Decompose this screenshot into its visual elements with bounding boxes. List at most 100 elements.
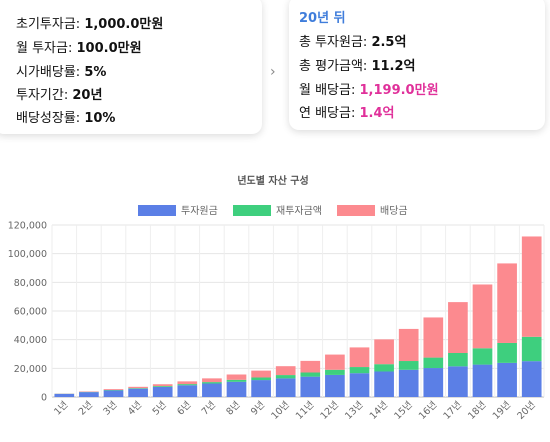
- bar-dividend-11[interactable]: [300, 360, 321, 373]
- bar-dividend-3[interactable]: [103, 389, 124, 390]
- chart-title: 년도별 자산 구성: [237, 174, 308, 187]
- x-tick-label: 16년: [417, 399, 440, 422]
- bar-reinvested-10[interactable]: [275, 375, 296, 379]
- bar-reinvested-11[interactable]: [300, 372, 321, 377]
- legend-swatch-2[interactable]: [337, 205, 375, 216]
- total-valuation-label: 총 평가금액:: [299, 59, 372, 74]
- annual-dividend-row: 연 배당금: 1.4억: [299, 106, 395, 122]
- legend-swatch-0[interactable]: [138, 205, 176, 216]
- x-tick-label: 3년: [101, 399, 119, 417]
- dividend-yield-value: 5%: [84, 65, 107, 80]
- bar-principal-6[interactable]: [177, 385, 198, 397]
- bar-dividend-14[interactable]: [374, 339, 394, 365]
- bar-principal-19[interactable]: [497, 362, 517, 397]
- bar-reinvested-8[interactable]: [226, 379, 247, 382]
- bar-dividend-16[interactable]: [423, 317, 444, 358]
- x-tick-label: 9년: [249, 399, 267, 417]
- bar-principal-10[interactable]: [275, 378, 296, 397]
- bar-dividend-8[interactable]: [226, 374, 247, 380]
- bar-principal-4[interactable]: [128, 388, 148, 397]
- dividend-growth-value: 10%: [84, 111, 116, 126]
- bar-dividend-19[interactable]: [497, 263, 517, 343]
- bar-principal-7[interactable]: [202, 383, 222, 397]
- x-tick-label: 7년: [200, 399, 218, 417]
- annual-dividend-value: 1.4억: [359, 106, 395, 121]
- bar-principal-1[interactable]: [54, 393, 75, 397]
- total-principal-label: 총 투자원금:: [299, 35, 372, 50]
- bar-dividend-15[interactable]: [398, 328, 419, 362]
- y-tick-label: 40,000: [14, 335, 47, 346]
- y-tick-label: 20,000: [14, 364, 47, 375]
- bar-principal-11[interactable]: [300, 376, 321, 397]
- investment-period-row: 투자기간: 20년: [16, 88, 102, 104]
- monthly-dividend-label: 월 배당금:: [299, 83, 360, 98]
- bar-reinvested-7[interactable]: [202, 382, 222, 384]
- dividend-yield-label: 시가배당률:: [16, 65, 85, 80]
- initial-investment-value: 1,000.0만원: [84, 17, 164, 32]
- x-tick-label: 11년: [294, 399, 317, 422]
- y-tick-label: 0: [41, 393, 47, 404]
- x-tick-label: 4년: [126, 399, 144, 417]
- bar-dividend-5[interactable]: [152, 384, 173, 387]
- bar-reinvested-16[interactable]: [423, 357, 444, 369]
- bar-dividend-4[interactable]: [128, 386, 148, 389]
- monthly-dividend-value: 1,199.0만원: [359, 83, 439, 98]
- bar-principal-3[interactable]: [103, 390, 124, 397]
- bar-reinvested-13[interactable]: [349, 367, 370, 374]
- legend-label-2[interactable]: 배당금: [380, 205, 408, 217]
- bar-reinvested-20[interactable]: [521, 336, 542, 362]
- x-tick-label: 5년: [151, 399, 169, 417]
- bar-principal-13[interactable]: [349, 373, 370, 397]
- bar-reinvested-9[interactable]: [251, 377, 271, 381]
- y-tick-label: 60,000: [14, 307, 47, 318]
- bar-reinvested-18[interactable]: [472, 348, 493, 365]
- bar-dividend-13[interactable]: [349, 347, 370, 368]
- bar-dividend-7[interactable]: [202, 378, 222, 383]
- annual-dividend-label: 연 배당금:: [299, 106, 360, 121]
- bar-dividend-10[interactable]: [275, 366, 296, 376]
- bar-dividend-20[interactable]: [521, 236, 542, 337]
- asset-composition-chart: 년도별 자산 구성 투자원금 재투자금액 배당금 0 20,000 40,000 60,0…: [8, 174, 545, 422]
- chart-legend: 투자원금 재투자금액 배당금: [138, 205, 408, 217]
- bar-reinvested-12[interactable]: [325, 369, 345, 375]
- bar-reinvested-6[interactable]: [177, 384, 198, 386]
- bar-reinvested-14[interactable]: [374, 364, 394, 372]
- chevron-right-icon: ›: [270, 64, 276, 80]
- total-valuation-value: 11.2억: [371, 59, 416, 74]
- bar-reinvested-19[interactable]: [497, 342, 517, 363]
- bar-principal-20[interactable]: [521, 361, 542, 397]
- bar-principal-2[interactable]: [79, 392, 99, 397]
- bar-dividend-9[interactable]: [251, 370, 271, 378]
- bar-dividend-17[interactable]: [448, 302, 468, 353]
- monthly-investment-label: 월 투자금:: [16, 41, 77, 56]
- bar-principal-14[interactable]: [374, 371, 394, 397]
- bar-principal-16[interactable]: [423, 368, 444, 397]
- legend-swatch-1[interactable]: [233, 205, 271, 216]
- x-tick-label: 18년: [466, 399, 489, 422]
- bar-principal-8[interactable]: [226, 381, 247, 397]
- monthly-dividend-row: 월 배당금: 1,199.0만원: [299, 83, 439, 99]
- bar-dividend-12[interactable]: [325, 354, 345, 370]
- legend-label-0[interactable]: 투자원금: [181, 205, 218, 217]
- legend-label-1[interactable]: 재투자금액: [276, 205, 322, 217]
- bar-reinvested-5[interactable]: [152, 386, 173, 387]
- bar-dividend-6[interactable]: [177, 381, 198, 385]
- bar-reinvested-4[interactable]: [128, 388, 148, 389]
- bar-principal-18[interactable]: [472, 364, 493, 397]
- bar-reinvested-15[interactable]: [398, 361, 419, 370]
- bar-reinvested-17[interactable]: [448, 352, 468, 367]
- x-tick-label: 12년: [319, 399, 342, 422]
- x-tick-label: 6년: [175, 399, 193, 417]
- bar-principal-9[interactable]: [251, 380, 271, 397]
- x-tick-label: 20년: [515, 399, 538, 422]
- x-axis: 1년 2년 3년 4년 5년 6년 7년 8년 9년 10년 11년 12년 13년 14년 15년 16년 1…: [52, 399, 538, 422]
- x-tick-label: 10년: [269, 399, 292, 422]
- bar-principal-12[interactable]: [325, 374, 345, 397]
- bar-principal-15[interactable]: [398, 369, 419, 397]
- x-tick-label: 15년: [392, 399, 415, 422]
- bar-principal-5[interactable]: [152, 386, 173, 397]
- bar-principal-17[interactable]: [448, 366, 468, 397]
- y-tick-label: 100,000: [8, 249, 47, 260]
- bar-dividend-18[interactable]: [472, 284, 493, 349]
- dividend-growth-row: 배당성장률: 10%: [16, 111, 115, 127]
